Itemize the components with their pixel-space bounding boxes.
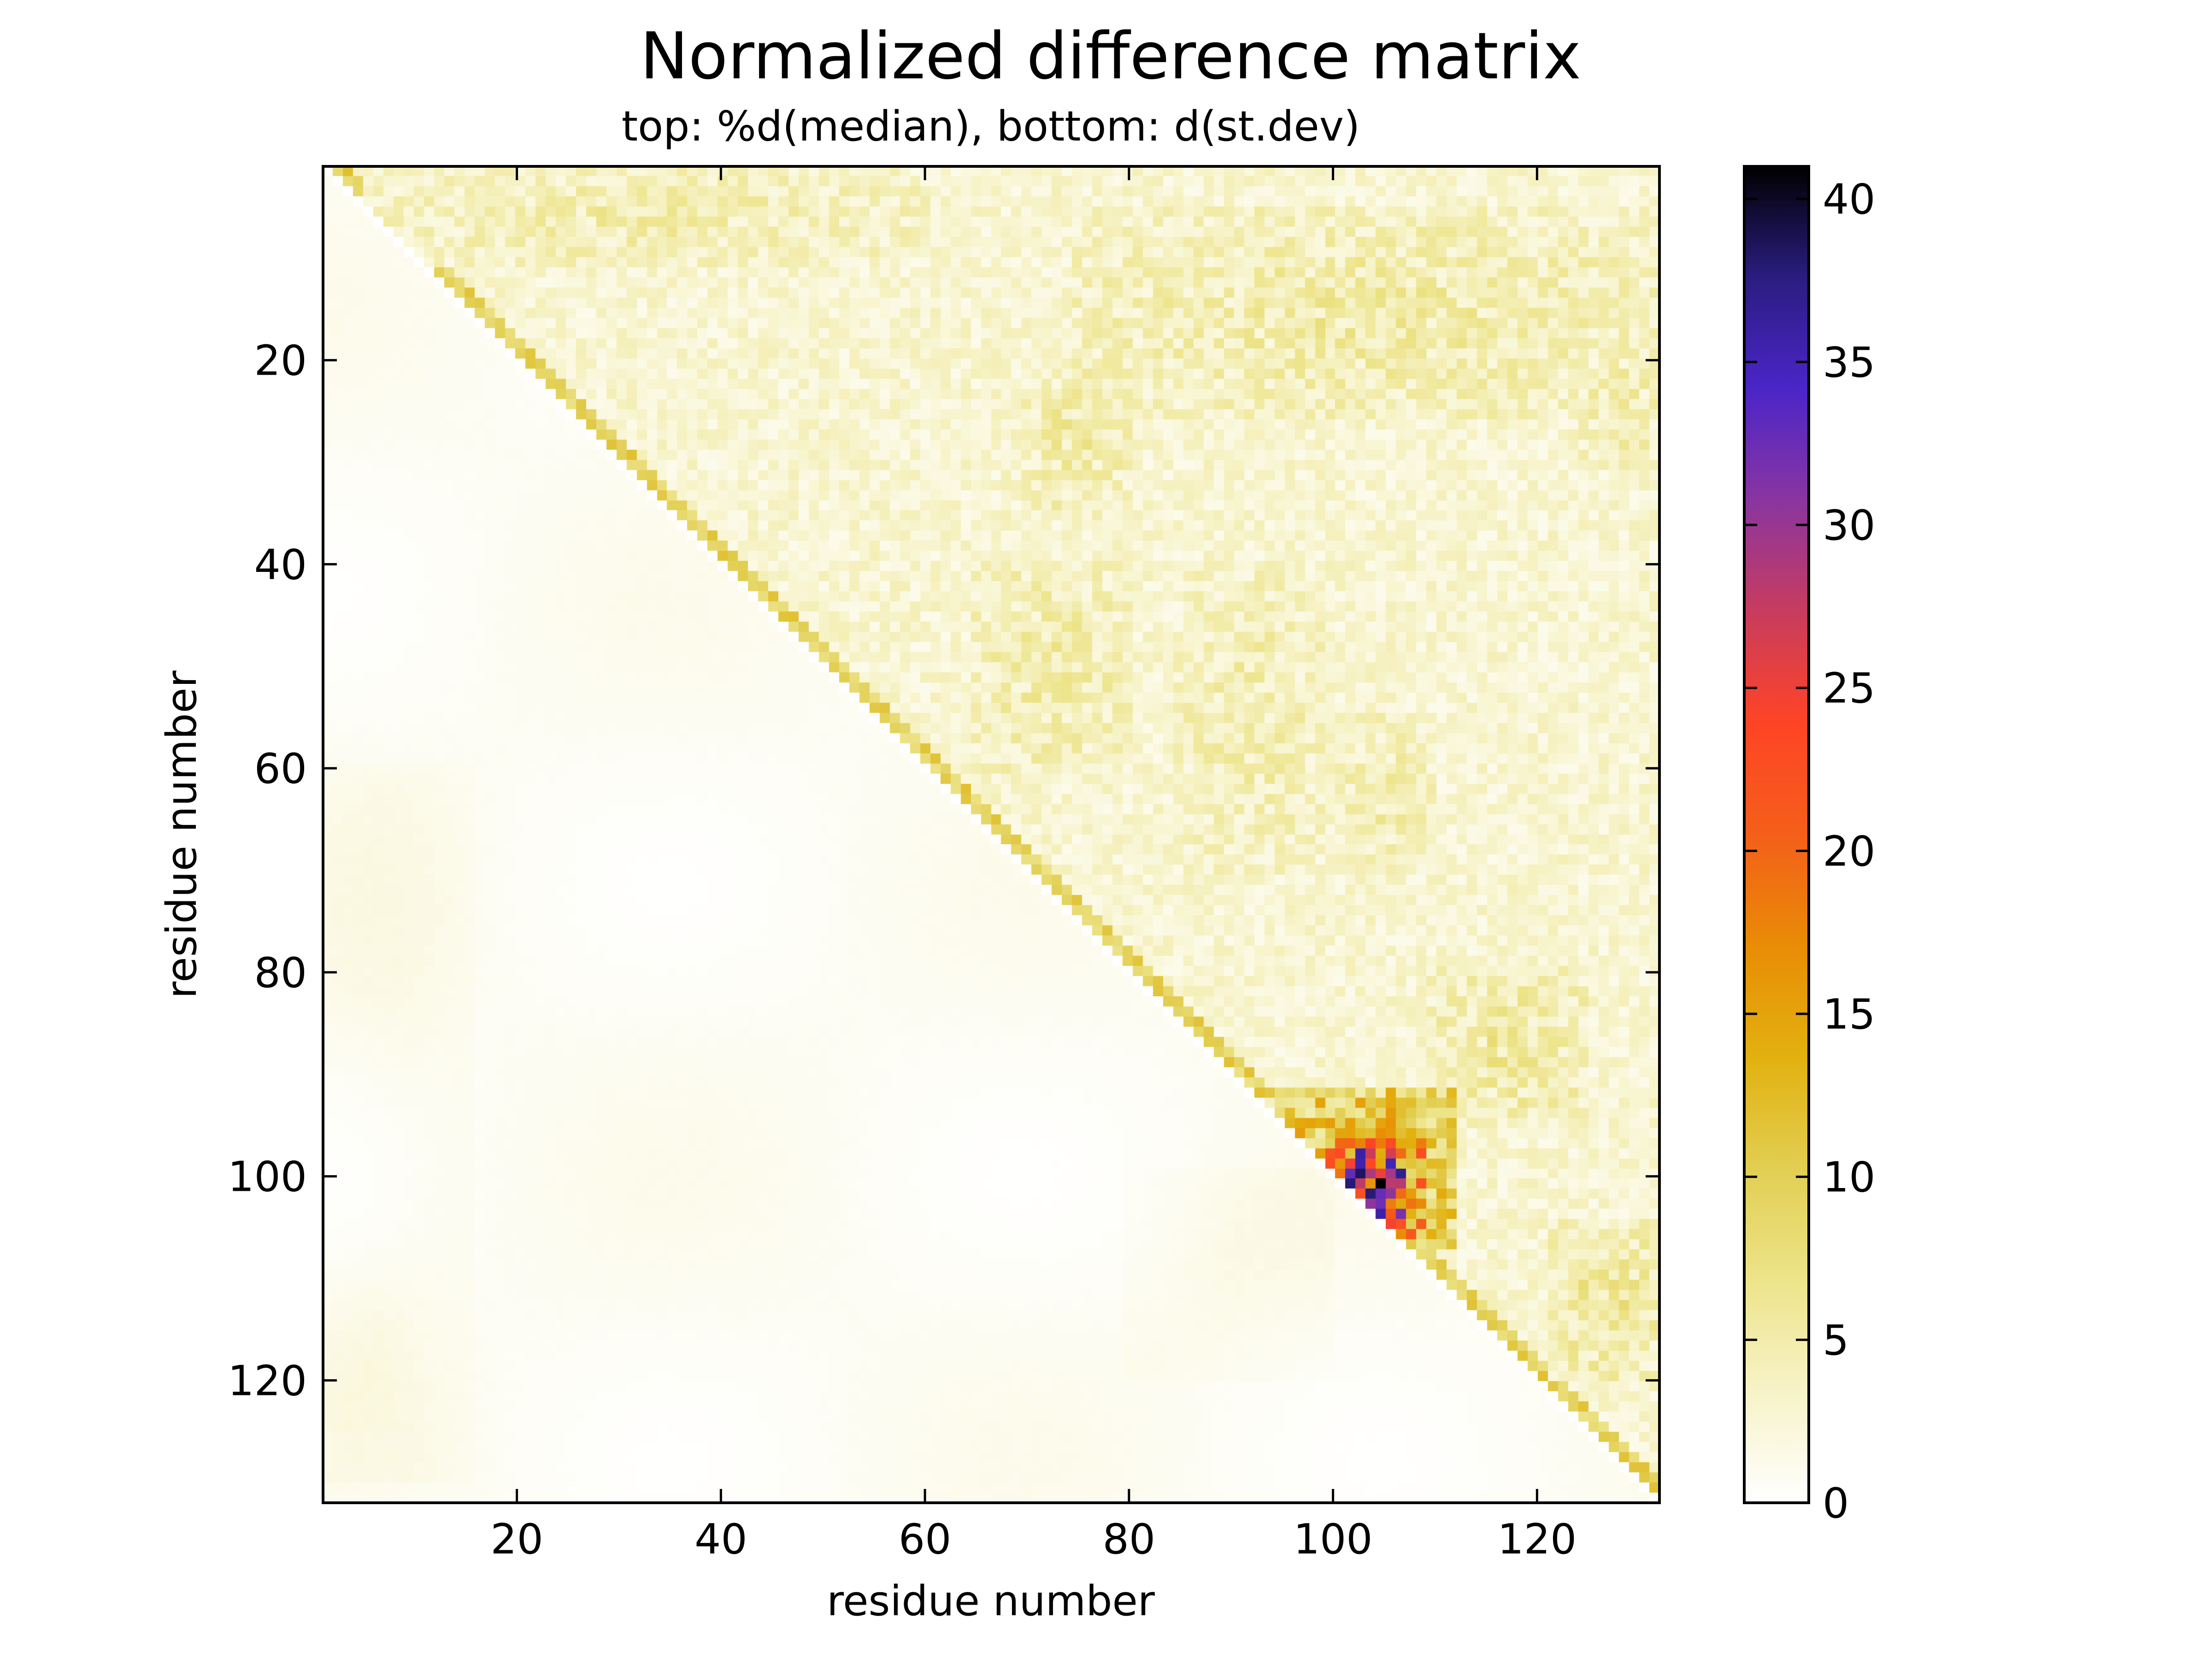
- colorbar-tick-label: 40: [1823, 176, 1876, 224]
- x-tick-label: 40: [694, 1515, 747, 1564]
- x-axis-ticks: 20 40 60 80 100 120: [490, 166, 1577, 1564]
- colorbar: [1743, 165, 1810, 1504]
- chart-title: Normalized difference matrix: [640, 19, 1581, 94]
- y-axis-ticks: 20 40 60 80 100 120: [228, 337, 1659, 1405]
- colorbar-tick-label: 15: [1823, 990, 1876, 1039]
- x-tick-label: 20: [490, 1515, 543, 1564]
- colorbar-tick-label: 30: [1823, 501, 1876, 550]
- x-tick-label: 100: [1294, 1515, 1373, 1564]
- y-tick-label: 100: [228, 1153, 307, 1201]
- colorbar-tick-label: 20: [1823, 827, 1876, 876]
- heatmap-canvas: [323, 166, 1659, 1503]
- x-axis-label: residue number: [827, 1577, 1155, 1625]
- colorbar-tick-label: 5: [1823, 1316, 1849, 1365]
- colorbar-tick-label: 0: [1823, 1479, 1849, 1528]
- x-tick-label: 80: [1103, 1515, 1156, 1564]
- colorbar-tick-label: 25: [1823, 665, 1876, 713]
- heatmap-image: [323, 166, 1659, 1503]
- x-tick-label: 120: [1497, 1515, 1577, 1564]
- colorbar-tick-label: 10: [1823, 1153, 1876, 1202]
- plot-frame: [322, 165, 1661, 1504]
- y-axis-label: residue number: [158, 671, 206, 999]
- chart-subtitle: top: %d(median), bottom: d(st.dev): [622, 102, 1360, 151]
- heatmap: [323, 166, 1659, 1503]
- x-tick-label: 60: [899, 1515, 952, 1564]
- y-tick-label: 80: [254, 949, 307, 997]
- y-tick-label: 20: [254, 337, 307, 385]
- colorbar-ticks: 0 5 10 15 20 25 30 35 40: [1744, 176, 1876, 1528]
- colorbar-tick-label: 35: [1823, 338, 1876, 387]
- y-tick-label: 40: [254, 541, 307, 589]
- y-tick-label: 120: [228, 1357, 307, 1405]
- y-tick-label: 60: [254, 745, 307, 793]
